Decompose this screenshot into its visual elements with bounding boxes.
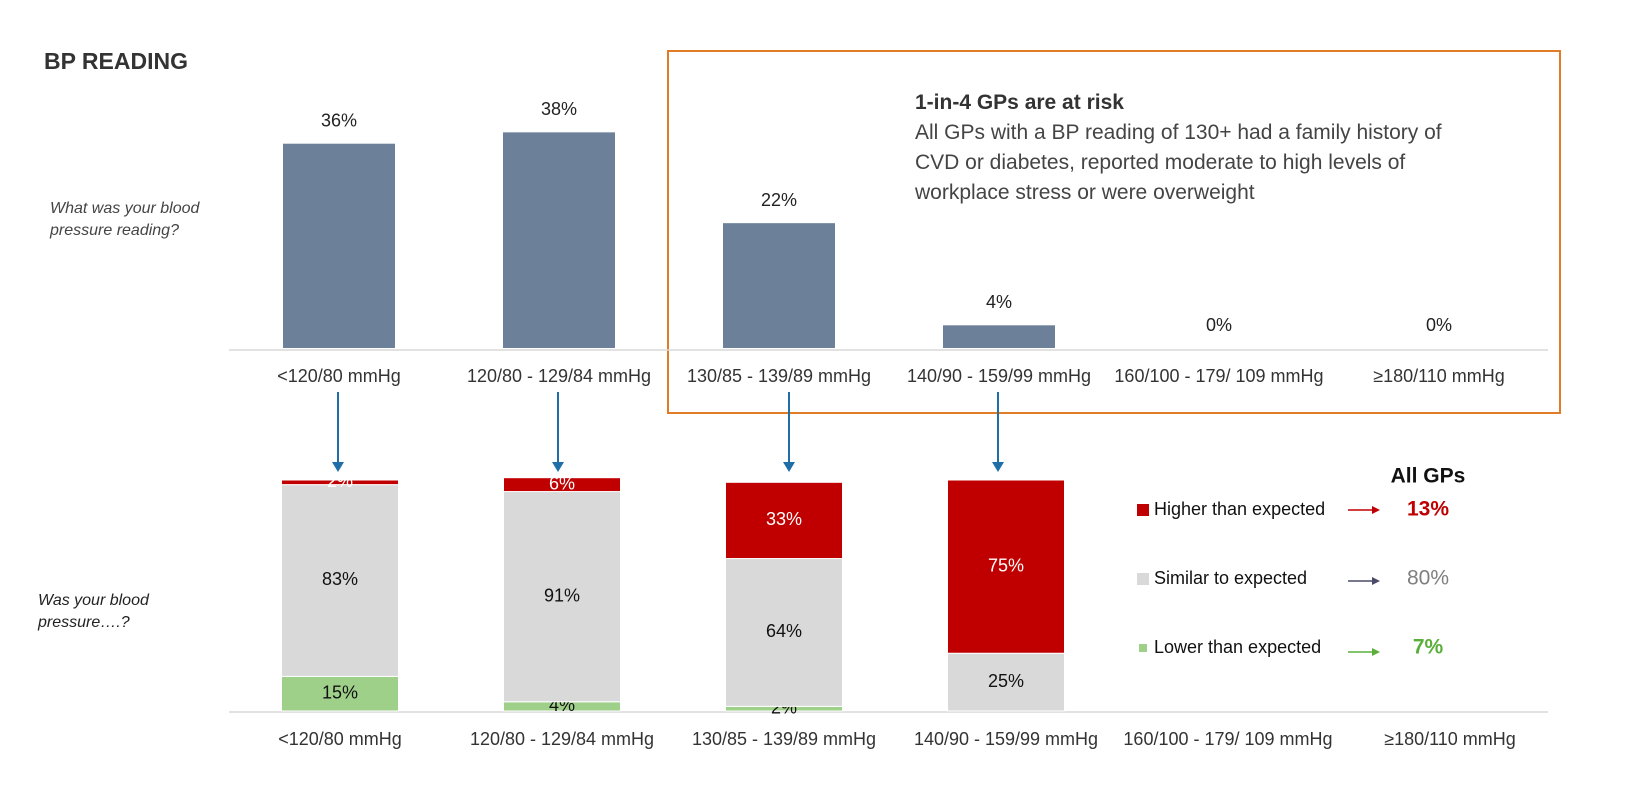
x-tick-label: <120/80 mmHg <box>277 366 401 386</box>
data-label: 4% <box>986 292 1012 312</box>
legend-swatch <box>1137 504 1149 516</box>
x-tick-label: 160/100 - 179/ 109 mmHg <box>1123 729 1332 749</box>
legend-total: 7% <box>1413 636 1444 659</box>
data-label: 38% <box>541 99 577 119</box>
bar <box>723 223 835 348</box>
x-tick-label: 120/80 - 129/84 mmHg <box>470 729 654 749</box>
bar-segment <box>281 484 399 677</box>
legend-swatch <box>1139 644 1147 652</box>
x-tick-label: 160/100 - 179/ 109 mmHg <box>1114 366 1323 386</box>
y-axis-label: Was your blood pressure….? <box>38 592 149 631</box>
annotation-box <box>667 50 1561 414</box>
legend-title: All GPs <box>1391 465 1466 488</box>
legend-total: 80% <box>1407 567 1449 590</box>
x-tick-label: <120/80 mmHg <box>278 729 402 749</box>
legend-arrow-head <box>1372 577 1380 585</box>
annotation: 1-in-4 GPs are at risk All GPs with a BP… <box>915 88 1475 208</box>
legend-label: Higher than expected <box>1154 499 1325 519</box>
bar-segment <box>503 477 621 493</box>
data-label: 22% <box>761 190 797 210</box>
data-label: 33% <box>766 509 802 529</box>
data-label: 0% <box>1206 315 1232 335</box>
bar-segment <box>503 491 621 703</box>
x-tick-label: ≥180/110 mmHg <box>1384 729 1516 749</box>
annotation-text: All GPs with a BP reading of 130+ had a … <box>915 121 1442 204</box>
x-tick-label: ≥180/110 mmHg <box>1373 366 1505 386</box>
legend-arrow-head <box>1372 506 1380 514</box>
flow-arrows <box>332 392 1004 472</box>
data-label: 64% <box>766 621 802 641</box>
bar <box>943 325 1055 348</box>
legend-arrow-head <box>1372 648 1380 656</box>
x-tick-label: 120/80 - 129/84 mmHg <box>467 366 651 386</box>
data-label: 91% <box>544 585 580 605</box>
x-tick-label: 140/90 - 159/99 mmHg <box>907 366 1091 386</box>
x-tick-label: 130/85 - 139/89 mmHg <box>692 729 876 749</box>
bar-segment <box>947 652 1065 712</box>
data-label: 6% <box>549 473 575 493</box>
data-label: 25% <box>988 671 1024 691</box>
data-label: 75% <box>988 555 1024 575</box>
x-tick-label: 130/85 - 139/89 mmHg <box>687 366 871 386</box>
data-label: 36% <box>321 110 357 130</box>
bar <box>503 132 615 348</box>
legend-swatch <box>1137 573 1149 585</box>
bar-segment <box>281 479 399 486</box>
bar <box>283 143 395 348</box>
bar-segment <box>947 479 1065 654</box>
data-label: 0% <box>1426 315 1452 335</box>
data-label: 83% <box>322 569 358 589</box>
data-label: 15% <box>322 682 358 702</box>
legend-label: Similar to expected <box>1154 568 1307 588</box>
bar-segment <box>725 481 843 560</box>
y-axis-label: What was your blood pressure reading? <box>50 200 200 239</box>
legend-label: Lower than expected <box>1154 637 1321 657</box>
data-label: 2% <box>327 471 353 491</box>
annotation-title: 1-in-4 GPs are at risk <box>915 91 1124 114</box>
chart-title: BP READING <box>44 48 188 74</box>
x-tick-label: 140/90 - 159/99 mmHg <box>914 729 1098 749</box>
bar-segment <box>725 558 843 707</box>
legend-total: 13% <box>1407 498 1449 521</box>
